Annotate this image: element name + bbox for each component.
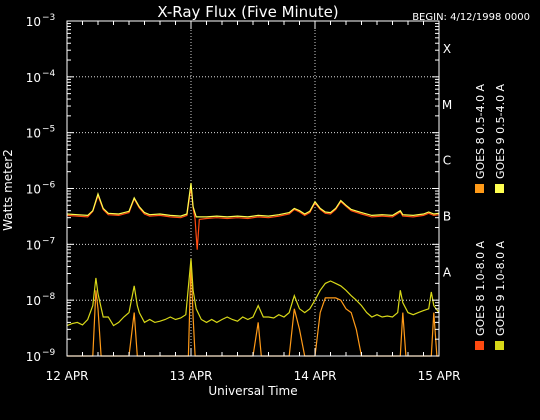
legend-label: GOES 9 0.5-4.0 A bbox=[494, 83, 507, 179]
grid-lines bbox=[67, 21, 439, 356]
legend-label: GOES 9 1.0-8.0 A bbox=[494, 240, 507, 336]
y-tick-exponent: −3 bbox=[42, 13, 55, 23]
legend: GOES 8 1.0-8.0 A GOES 8 0.5-4.0 A GOES 9 1… bbox=[474, 83, 507, 350]
legend-swatch bbox=[475, 341, 484, 350]
y-axis-title: Watts meter2 bbox=[1, 149, 15, 231]
y-tick-label: 10 bbox=[26, 238, 41, 252]
flare-class-label: C bbox=[443, 154, 451, 168]
y-tick-exponent: −5 bbox=[42, 125, 55, 135]
x-axis-ticks: 12 APR 13 APR 14 APR 15 APR bbox=[46, 21, 461, 383]
legend-swatch bbox=[495, 184, 504, 193]
flare-class-label: B bbox=[443, 209, 451, 223]
x-tick-label: 15 APR bbox=[418, 369, 461, 383]
y-tick-label: 10 bbox=[26, 71, 41, 85]
begin-label: BEGIN: 4/12/1998 0000 bbox=[412, 12, 530, 23]
y-tick-label: 10 bbox=[26, 15, 41, 29]
series-group bbox=[66, 183, 440, 357]
legend-swatch bbox=[475, 184, 484, 193]
legend-label: GOES 8 0.5-4.0 A bbox=[474, 83, 487, 179]
x-axis-title: Universal Time bbox=[208, 384, 297, 398]
y-tick-exponent: −8 bbox=[42, 292, 56, 302]
y-tick-label: 10 bbox=[26, 127, 41, 141]
y-tick-exponent: −4 bbox=[42, 69, 56, 79]
series-line bbox=[66, 258, 440, 327]
y-tick-label: 10 bbox=[26, 350, 41, 364]
chart-title: X-Ray Flux (Five Minute) bbox=[157, 3, 338, 21]
x-tick-label: 12 APR bbox=[46, 369, 89, 383]
flare-class-labels: A B C M X bbox=[442, 42, 452, 279]
y-tick-exponent: −7 bbox=[42, 236, 55, 246]
x-tick-label: 13 APR bbox=[170, 369, 213, 383]
y-tick-label: 10 bbox=[26, 294, 41, 308]
flare-class-label: M bbox=[442, 98, 452, 112]
flare-class-label: X bbox=[443, 42, 451, 56]
flare-class-label: A bbox=[443, 265, 452, 279]
legend-label: GOES 8 1.0-8.0 A bbox=[474, 240, 487, 336]
y-tick-exponent: −6 bbox=[42, 181, 56, 191]
x-tick-label: 14 APR bbox=[294, 369, 337, 383]
series-line bbox=[67, 261, 439, 357]
series-line bbox=[66, 183, 440, 218]
series-line bbox=[66, 187, 440, 250]
y-tick-label: 10 bbox=[26, 183, 41, 197]
y-tick-exponent: −9 bbox=[42, 348, 56, 358]
legend-swatch bbox=[495, 341, 504, 350]
y-axis-ticks: 10−910−810−710−610−510−410−3 bbox=[26, 13, 439, 364]
